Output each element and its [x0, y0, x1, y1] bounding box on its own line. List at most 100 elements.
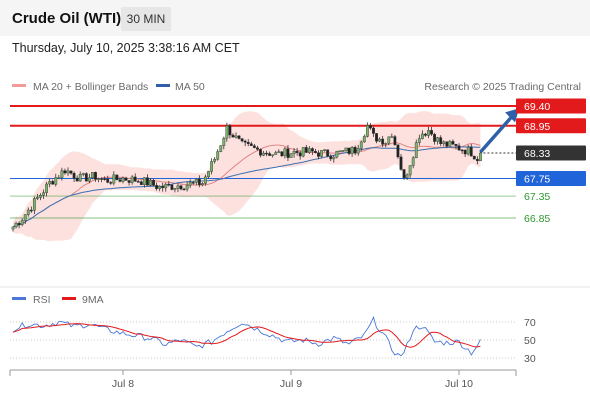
candle-body [60, 170, 64, 178]
chart-header: Crude Oil (WTI) 30 MIN [0, 0, 590, 36]
rsi-panel: 70 50 30 [10, 315, 536, 365]
price-badge [516, 98, 586, 114]
candle-body [124, 177, 128, 181]
candle-body [112, 174, 116, 184]
candle-body [445, 141, 449, 147]
candle-body [466, 147, 470, 155]
candle-body [213, 158, 217, 162]
candle-body [304, 147, 308, 153]
candle-body [277, 151, 281, 153]
candle-body [63, 170, 67, 174]
candle-body [387, 136, 391, 144]
level-badges: 69.40 68.95 68.33 67.75 67.35 66.85 [516, 98, 586, 225]
ma50-legend-swatch [156, 84, 170, 87]
candle-body [23, 214, 27, 221]
candle-body [317, 152, 320, 157]
candle-body [454, 143, 458, 146]
candle-body [451, 141, 455, 145]
candle-body [127, 180, 131, 183]
candle-body [411, 157, 415, 166]
candle-body [243, 140, 247, 143]
candle-body [479, 152, 482, 162]
ma20-line [12, 142, 481, 228]
candle-body [130, 176, 134, 183]
timeframe-button[interactable]: 30 MIN [121, 7, 171, 31]
candle-body [136, 181, 140, 183]
forecast-arrow-shaft [479, 115, 514, 154]
candle-body [344, 147, 348, 151]
candle-body [252, 145, 256, 148]
candle-body [338, 150, 342, 152]
x-tick-label: Jul 8 [112, 378, 134, 390]
instrument-title: Crude Oil (WTI) [12, 10, 122, 27]
candle-body [314, 151, 317, 153]
forecast-arrow [479, 108, 520, 154]
ma50-legend-label: MA 50 [175, 81, 205, 93]
candle-body [393, 136, 397, 145]
candle-body [365, 125, 369, 137]
candle-body [289, 153, 293, 158]
candle-body [57, 177, 61, 179]
candle-body [45, 183, 49, 193]
candle-body [26, 209, 30, 215]
candle-body [237, 135, 241, 139]
rsi-ma-legend-swatch [62, 297, 76, 300]
candle-body [106, 178, 110, 183]
price-badge-label: 67.75 [524, 173, 550, 185]
candle-body [265, 152, 268, 155]
candle-body [323, 149, 327, 151]
candle-body [75, 177, 79, 182]
candle-body [384, 143, 388, 145]
candle-body [310, 148, 314, 152]
candle-body [280, 151, 284, 157]
price-badge [516, 170, 586, 186]
candle-body [231, 134, 235, 138]
candle-body [341, 150, 345, 152]
x-tick-label: Jul 9 [280, 378, 302, 390]
candle-body [369, 125, 372, 129]
candle-body [72, 173, 76, 179]
price-badge-label: 68.33 [524, 148, 550, 160]
candle-body [292, 151, 296, 155]
candle-body [173, 188, 177, 190]
candle-body [372, 127, 375, 134]
x-tick-label: Jul 10 [445, 378, 473, 390]
candle-body [326, 149, 330, 157]
candle-body [118, 179, 122, 182]
rsi-tick-label: 70 [524, 317, 536, 329]
candle-body [216, 151, 220, 160]
candle-body [87, 177, 91, 182]
candle-body [121, 177, 125, 182]
candle-body [204, 176, 207, 184]
candle-body [69, 170, 73, 174]
candle-body [149, 180, 152, 186]
candles [11, 122, 482, 232]
candle-body [268, 153, 272, 156]
moving-averages [12, 142, 481, 228]
candle-body [29, 209, 33, 212]
timestamp: Thursday, July 10, 2025 3:38:16 AM CET [12, 41, 240, 55]
candle-body [439, 137, 443, 145]
candle-body [133, 176, 137, 182]
candle-body [20, 220, 24, 225]
candle-body [448, 141, 452, 147]
candle-body [463, 149, 467, 155]
candle-body [176, 185, 180, 189]
bollinger-bands [13, 111, 481, 242]
candle-body [442, 141, 446, 145]
candle-body [271, 154, 275, 156]
candle-body [197, 178, 201, 186]
candle-body [390, 136, 394, 138]
candle-body [167, 183, 171, 186]
candle-body [295, 151, 299, 153]
candle-body [155, 185, 158, 189]
price-badge-label: 69.40 [524, 101, 550, 113]
candle-body [420, 133, 424, 139]
price-badge [516, 145, 586, 161]
bollinger-band-area [13, 111, 481, 242]
candle-body [375, 133, 378, 142]
candle-body [225, 125, 229, 139]
price-levels [10, 105, 516, 219]
candle-body [408, 165, 412, 176]
